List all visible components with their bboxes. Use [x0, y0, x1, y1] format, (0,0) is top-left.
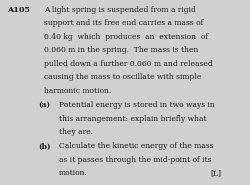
- Text: support and its free end carries a mass of: support and its free end carries a mass …: [44, 19, 202, 27]
- Text: causing the mass to oscillate with simple: causing the mass to oscillate with simpl…: [44, 73, 200, 81]
- Text: (b): (b): [38, 142, 50, 150]
- Text: A light spring is suspended from a rigid: A light spring is suspended from a rigid: [44, 6, 195, 14]
- Text: Potential energy is stored in two ways in: Potential energy is stored in two ways i…: [59, 101, 214, 109]
- Text: harmonic motion.: harmonic motion.: [44, 87, 111, 95]
- Text: this arrangement: explain briefly what: this arrangement: explain briefly what: [59, 115, 206, 122]
- Text: Calculate the kinetic energy of the mass: Calculate the kinetic energy of the mass: [59, 142, 213, 150]
- Text: A105: A105: [8, 6, 30, 14]
- Text: as it passes through the mid-point of its: as it passes through the mid-point of it…: [59, 156, 211, 164]
- Text: motion.: motion.: [59, 169, 88, 177]
- Text: 0.40 kg  which  produces  an  extension  of: 0.40 kg which produces an extension of: [44, 33, 207, 41]
- Text: they are.: they are.: [59, 128, 92, 136]
- Text: 0.060 m in the spring.  The mass is then: 0.060 m in the spring. The mass is then: [44, 46, 198, 54]
- Text: (a): (a): [38, 101, 50, 109]
- Text: pulled down a further 0.060 m and released: pulled down a further 0.060 m and releas…: [44, 60, 212, 68]
- Text: [L]: [L]: [210, 169, 221, 177]
